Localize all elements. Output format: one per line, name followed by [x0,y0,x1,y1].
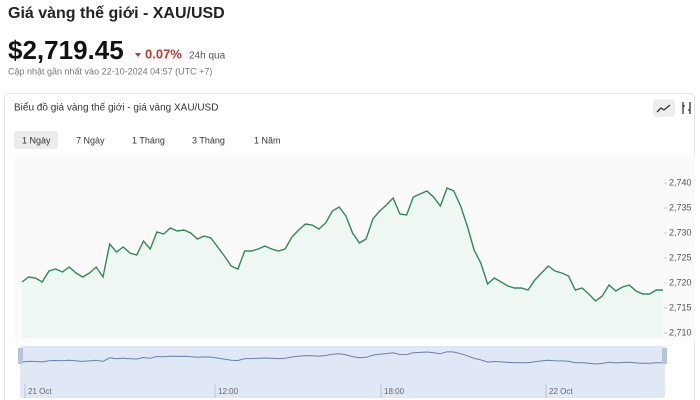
period: 24h qua [189,51,226,62]
nav-label: 18:00 [384,387,405,396]
tab[interactable]: 1 Tháng [132,135,165,145]
line-icon[interactable] [653,99,675,117]
navigator-line [21,351,663,365]
y-tick-label: 2,720 [669,277,692,287]
page-title: Giá vàng thế giới - XAU/USD [8,5,225,22]
navigator-content: 21 Oct 12:00 18:00 22 Oct [21,351,663,398]
area [22,188,663,338]
nav-label: 21 Oct [28,387,52,396]
updated: Cập nhật gần nhất vào 22-10-2024 04:57 (… [8,66,212,76]
tab[interactable]: 1 Ngày [22,135,51,145]
plot: 2,710 2,715 2,720 2,725 2,730 2,735 2,740 [21,177,692,338]
down-arrow [135,53,141,57]
price-line [21,187,663,302]
line-icon-glyph [656,104,671,113]
card-title: Biểu đồ giá vàng thế giới - giá vàng XAU… [14,102,218,114]
y-tick-label: 2,735 [669,202,692,212]
change: 0.07% [145,46,182,61]
tab[interactable]: 1 Năm [254,135,281,145]
nav-label: 22 Oct [549,387,573,396]
tab-selected[interactable] [14,131,58,149]
y-tick-label: 2,740 [669,177,692,187]
candle-icon[interactable] [682,102,691,114]
tab[interactable]: 3 Tháng [192,135,225,145]
y-tick-label: 2,710 [669,327,692,337]
y-tick-label: 2,715 [669,302,692,312]
tabs: 1 Ngày 7 Ngày 1 Tháng 3 Tháng 1 Năm [14,131,281,149]
nav-handle[interactable] [18,348,23,364]
tab[interactable]: 7 Ngày [76,135,105,145]
price: $2,719.45 [8,35,124,65]
y-tick-label: 2,725 [669,252,692,262]
y-tick-label: 2,730 [669,227,692,237]
nav-label: 12:00 [218,387,239,396]
nav-handle[interactable] [662,348,667,364]
